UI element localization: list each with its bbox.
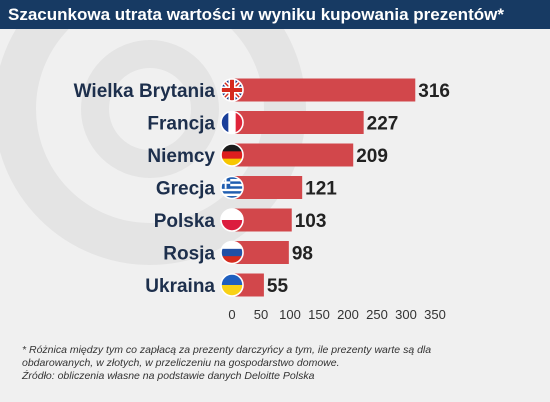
x-tick-label: 350 (424, 307, 446, 322)
bar (232, 241, 289, 264)
category-label: Niemcy (147, 146, 215, 167)
watermark-logo (0, 29, 306, 265)
footnote-line-1: * Różnica między tym co zapłacą za preze… (22, 344, 432, 356)
bar-value-label: 55 (267, 276, 289, 297)
bar-chart: 316 Wielka Brytania 227 Francja 209 Niemcy 121… (0, 29, 450, 322)
bar (232, 208, 292, 232)
category-label: Rosja (163, 244, 215, 265)
x-tick-label: 50 (254, 307, 268, 322)
x-tick-label: 300 (395, 307, 417, 322)
category-label: Francja (147, 114, 215, 135)
x-tick-label: 100 (279, 307, 301, 322)
bar (232, 176, 303, 199)
category-label: Wielka Brytania (74, 81, 216, 102)
uk-flag-icon (220, 78, 244, 102)
source-note: Źródło: obliczenia własne na podstawie d… (22, 370, 315, 382)
ukraine-flag-icon (220, 273, 244, 297)
bar-value-label: 121 (305, 179, 337, 200)
bar-value-label: 103 (295, 211, 327, 232)
x-tick-label: 200 (337, 307, 359, 322)
bar-value-label: 209 (356, 146, 388, 167)
bar (232, 78, 416, 102)
footnote-line-2: obdarowanych, w złotych, w przeliczeniu … (22, 357, 340, 369)
x-tick-label: 150 (308, 307, 330, 322)
bar-value-label: 98 (292, 244, 313, 265)
category-label: Grecja (156, 179, 216, 200)
chart-title: Szacunkowa utrata wartości w wyniku kupo… (8, 5, 504, 24)
footnote: * Różnica między tym co zapłacą za preze… (22, 344, 532, 383)
bar (232, 111, 364, 134)
bar-value-label: 227 (367, 114, 399, 135)
title-bar: Szacunkowa utrata wartości w wyniku kupo… (0, 0, 550, 29)
bar (232, 143, 354, 167)
russia-flag-icon (220, 240, 244, 265)
category-label: Polska (154, 211, 216, 232)
germany-flag-icon (220, 143, 244, 167)
bar-value-label: 316 (418, 81, 450, 102)
x-tick-label: 250 (366, 307, 388, 322)
france-flag-icon (220, 110, 244, 135)
x-tick-label: 0 (228, 307, 235, 322)
poland-flag-icon (220, 208, 244, 232)
category-label: Ukraina (145, 276, 215, 297)
greece-flag-icon (220, 175, 244, 200)
